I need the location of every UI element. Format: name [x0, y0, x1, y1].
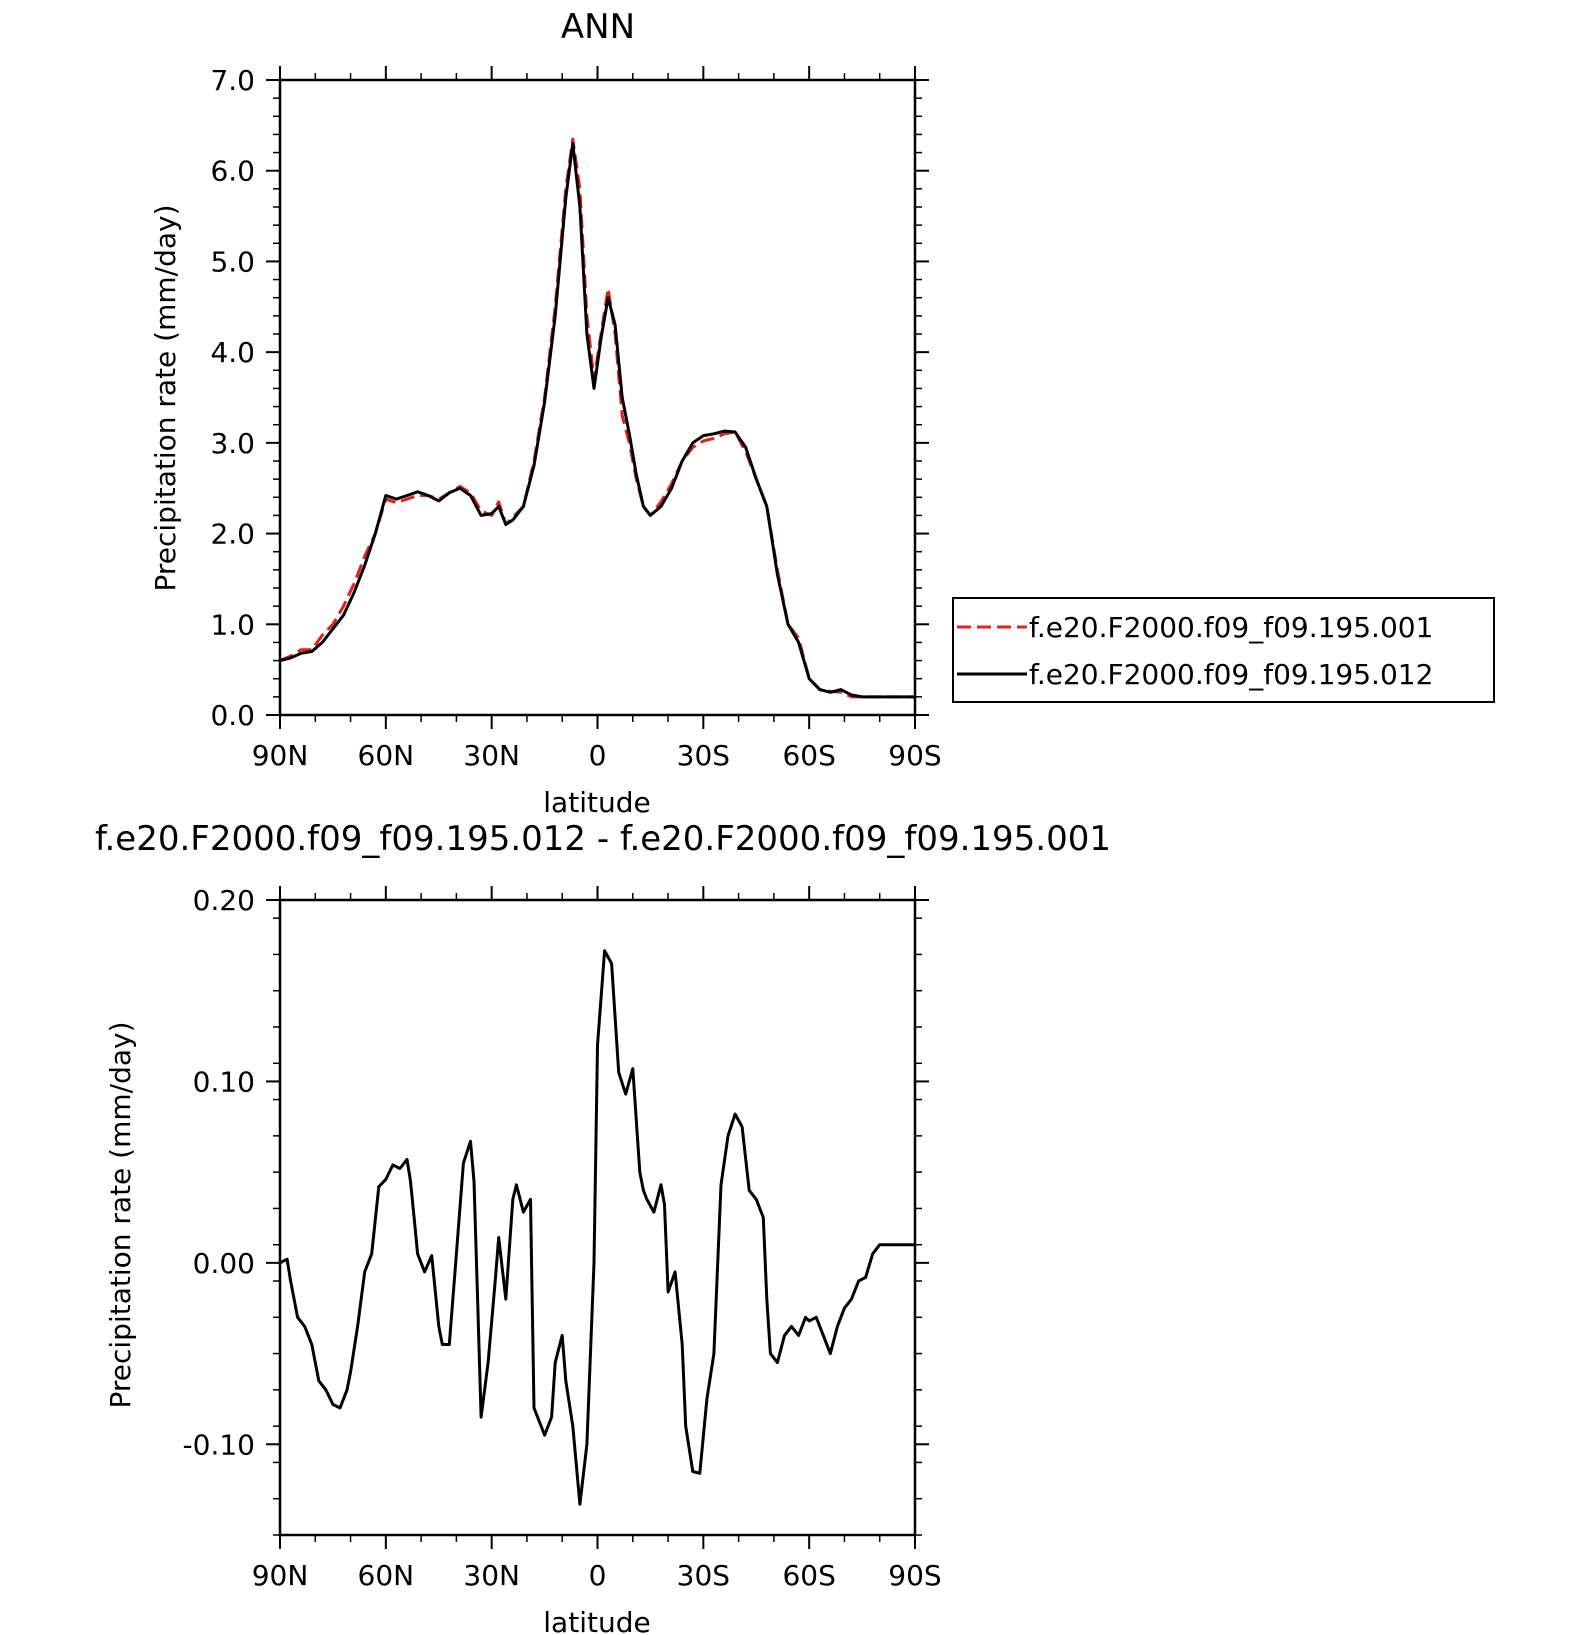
top-chart-title: ANN: [561, 7, 635, 47]
top-y-axis-label: Precipitation rate (mm/day): [149, 204, 182, 591]
top-series-lines: [279, 137, 915, 699]
legend: f.e20.F2000.f09_f09.195.001 f.e20.F2000.…: [952, 597, 1495, 703]
bottom-y-tick-label: 0.10: [193, 1065, 255, 1098]
top-x-tick-label: 90S: [888, 739, 941, 772]
bottom-x-tick-label: 60N: [358, 1559, 415, 1592]
bottom-y-axis-label: Precipitation rate (mm/day): [104, 1021, 137, 1408]
bottom-series-line-1: [279, 949, 915, 1506]
top-x-tick-label: 30N: [463, 739, 520, 772]
top-x-tick-label: 60N: [358, 739, 415, 772]
bottom-chart-title: f.e20.F2000.f09_f09.195.012 - f.e20.F200…: [95, 819, 1111, 859]
top-series-line-2: [279, 142, 915, 699]
bottom-y-tick-label: 0.20: [193, 884, 255, 917]
top-x-tick-label: 0: [589, 739, 607, 772]
top-panel: ANN Precipitation rate (mm/day) latitude…: [149, 7, 942, 819]
top-y-tick-label: 4.0: [210, 336, 255, 369]
top-x-tick-label: 60S: [782, 739, 835, 772]
bottom-plot-frame: [278, 898, 917, 1537]
top-x-axis-label: latitude: [543, 786, 650, 819]
bottom-x-tick-label: 60S: [782, 1559, 835, 1592]
legend-label-series-1: f.e20.F2000.f09_f09.195.001: [1029, 611, 1433, 644]
bottom-x-tick-label: 90N: [252, 1559, 309, 1592]
top-y-tick-label: 3.0: [210, 427, 255, 460]
bottom-x-tick-label: 30S: [677, 1559, 730, 1592]
bottom-y-tick-label: 0.00: [193, 1247, 255, 1280]
top-plot-frame: [278, 78, 917, 717]
legend-box: [952, 597, 1495, 703]
bottom-x-axis-label: latitude: [543, 1606, 650, 1635]
top-y-tick-label: 0.0: [210, 699, 255, 732]
bottom-x-tick-label: 30N: [463, 1559, 520, 1592]
top-y-tick-label: 5.0: [210, 245, 255, 278]
top-x-tick-label: 30S: [677, 739, 730, 772]
top-y-tick-label: 2.0: [210, 518, 255, 551]
bottom-y-tick-label: -0.10: [183, 1428, 255, 1461]
bottom-x-tick-label: 90S: [888, 1559, 941, 1592]
bottom-panel: f.e20.F2000.f09_f09.195.012 - f.e20.F200…: [95, 819, 1111, 1635]
legend-label-series-2: f.e20.F2000.f09_f09.195.012: [1029, 658, 1433, 691]
top-y-tick-label: 7.0: [210, 64, 255, 97]
bottom-series-lines: [279, 949, 915, 1506]
bottom-axis-ticks: 90N 60N 30N 0 30S 60S 90S -0.10 0.00 0.10 0.20: [183, 884, 942, 1592]
bottom-x-tick-label: 0: [589, 1559, 607, 1592]
top-x-tick-label: 90N: [252, 739, 309, 772]
top-y-tick-label: 6.0: [210, 155, 255, 188]
top-y-tick-label: 1.0: [210, 608, 255, 641]
